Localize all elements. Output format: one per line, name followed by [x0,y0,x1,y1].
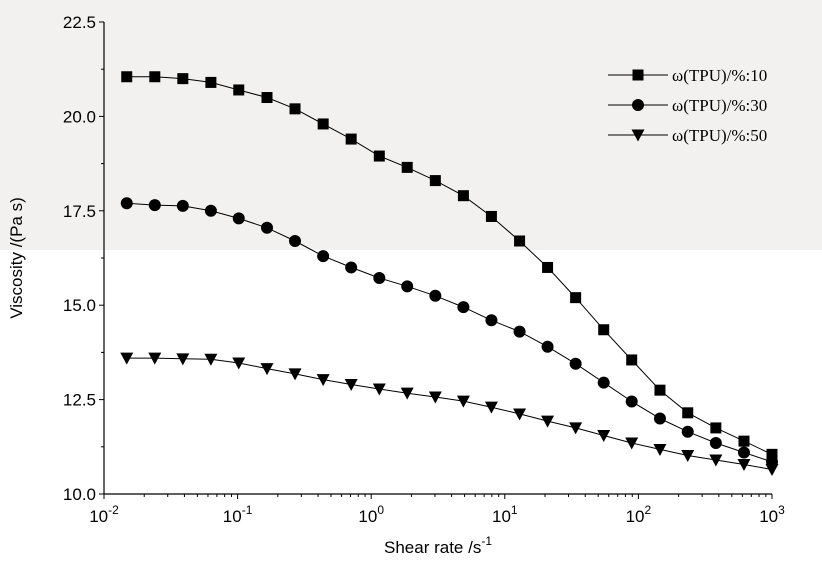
x-tick-label: 102 [626,503,652,526]
marker [765,463,779,476]
marker [513,325,526,338]
marker [632,99,644,111]
marker [120,352,134,365]
marker [373,150,385,162]
marker [428,391,442,404]
marker [204,353,218,366]
y-tick-label: 10.0 [63,485,96,504]
marker [317,118,329,130]
marker [597,429,611,442]
marker [569,357,582,370]
marker [625,437,639,450]
marker [345,261,358,274]
marker [232,357,246,370]
x-axis-title: Shear rate /s-1 [384,534,492,557]
legend-label: ω(TPU)/%:50 [672,126,767,145]
y-axis-title: Viscosity /(Pa s) [7,197,26,319]
marker [737,446,750,459]
series-line [126,357,773,470]
marker [372,383,386,396]
y-tick-label: 20.0 [63,107,96,126]
marker [631,129,645,142]
y-tick-label: 17.5 [63,202,96,221]
x-tick-label: 100 [358,503,384,526]
marker [654,384,666,396]
marker [289,103,301,115]
background-photo [0,0,822,250]
marker [485,314,498,327]
marker [542,261,554,273]
x-tick-label: 103 [759,503,785,526]
marker [569,422,583,435]
marker [149,71,161,83]
marker [710,422,722,434]
marker [401,280,414,293]
marker [261,221,274,234]
y-tick-label: 15.0 [63,296,96,315]
marker [484,401,498,414]
marker [345,133,357,145]
marker [400,387,414,400]
marker [232,212,245,225]
marker [738,435,750,447]
x-tick-label: 10-2 [89,503,119,526]
marker [653,443,667,456]
marker [316,374,330,387]
marker [709,454,723,467]
marker [485,210,497,222]
marker [570,292,582,304]
marker [177,73,189,85]
marker [120,197,133,210]
y-tick-label: 22.5 [63,13,96,32]
marker [625,395,638,408]
marker [597,376,610,389]
marker [205,76,217,88]
marker [737,459,751,472]
marker [681,425,694,438]
marker [682,407,694,419]
marker [653,412,666,425]
marker [289,235,302,248]
marker [148,352,162,365]
marker [456,395,470,408]
marker [317,250,330,263]
x-tick-label: 101 [492,503,518,526]
marker [148,199,161,212]
legend-label: ω(TPU)/%:10 [672,66,767,85]
marker [401,161,413,173]
marker [709,437,722,450]
marker [121,71,133,83]
marker [541,340,554,353]
x-tick-label: 10-1 [223,503,253,526]
marker [598,324,610,336]
marker [176,199,189,212]
y-tick-label: 12.5 [63,391,96,410]
marker [632,69,644,81]
marker [288,368,302,381]
marker [681,449,695,462]
marker [204,204,217,217]
marker [457,190,469,202]
marker [260,363,274,376]
marker [373,272,386,285]
marker [513,408,527,421]
marker [429,289,442,302]
marker [457,301,470,314]
marker [766,448,778,460]
marker [261,92,273,104]
legend-label: ω(TPU)/%:30 [672,96,767,115]
marker [233,84,245,96]
marker [344,378,358,391]
marker [626,354,638,366]
marker [176,353,190,366]
marker [429,175,441,187]
marker [541,415,555,428]
marker [514,235,526,247]
